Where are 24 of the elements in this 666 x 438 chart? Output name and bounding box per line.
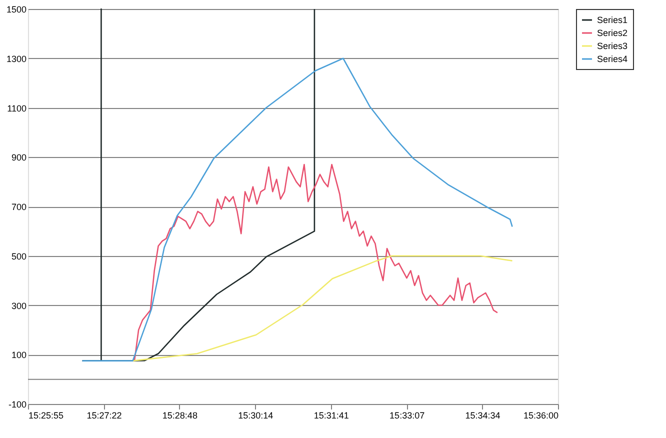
y-tick-label: 1100 xyxy=(7,103,26,114)
line-series xyxy=(132,164,498,362)
x-tick-label: 15:33:07 xyxy=(390,410,425,420)
x-tick-label: 15:30:14 xyxy=(238,410,274,420)
y-tick-label: 900 xyxy=(11,152,26,163)
y-tick-label: 300 xyxy=(11,300,26,311)
legend-label: Series4 xyxy=(597,54,628,64)
y-tick-label: -100 xyxy=(8,400,26,410)
legend-label: Series3 xyxy=(597,41,628,51)
x-tick-label: 15:36:00 xyxy=(523,410,558,420)
x-tick-label: 15:34:34 xyxy=(465,410,500,420)
y-tick-label: 700 xyxy=(11,202,26,212)
y-tick-label: 500 xyxy=(11,251,26,262)
legend-label: Series1 xyxy=(597,15,628,25)
x-tick-label: 15:28:48 xyxy=(162,410,198,420)
y-tick-label: 1300 xyxy=(6,54,26,64)
line-series xyxy=(82,58,513,362)
x-tick-label: 15:27:22 xyxy=(86,410,122,420)
x-tick-label: 15:31:41 xyxy=(314,410,349,420)
x-tick-label: 15:25:55 xyxy=(28,410,64,420)
y-tick-label: 1500 xyxy=(6,4,26,14)
y-tick-label: 100 xyxy=(11,350,26,360)
line-series xyxy=(132,255,513,362)
legend-label: Series2 xyxy=(597,28,628,38)
